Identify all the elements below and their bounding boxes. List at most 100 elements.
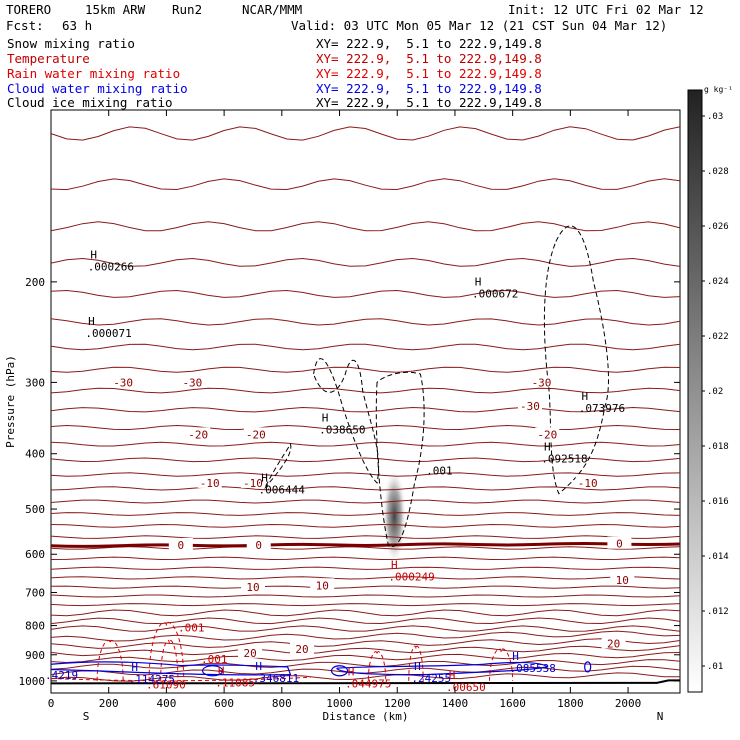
temperature-label-bg	[238, 645, 263, 658]
x-axis-title: Distance (km)	[322, 710, 408, 723]
temperature-isotherm	[50, 126, 681, 141]
extremum-value: .006444	[259, 483, 306, 496]
temperature-label-bg	[240, 580, 265, 593]
x-tick-label: 400	[156, 697, 176, 710]
extremum-value: .000249	[388, 571, 434, 584]
temperature-label-bg	[575, 475, 600, 488]
colorbar-tick-label: .028	[707, 167, 729, 177]
colorbar-tick-label: .022	[707, 332, 729, 342]
extremum-value: .038650	[319, 423, 365, 436]
x-tick-label: 1600	[499, 697, 526, 710]
temperature-isotherm	[50, 178, 681, 191]
temperature-isotherm	[50, 603, 681, 607]
extremum-value: .073976	[579, 402, 625, 415]
extremum-value: .4219	[45, 669, 78, 682]
temperature-label: -20	[537, 428, 557, 441]
x-tick-label: 2000	[615, 697, 642, 710]
temperature-label-bg	[529, 375, 554, 388]
temperature-isotherm	[50, 343, 681, 351]
temperature-isotherm	[50, 652, 681, 664]
temperature-label: -30	[532, 376, 552, 389]
temperature-label-bg	[243, 427, 268, 440]
temperature-isotherm	[50, 556, 681, 561]
field-xy-rain: XY= 222.9, 5.1 to 222.9,149.8	[316, 66, 542, 81]
colorbar-tick-label: .02	[707, 387, 723, 397]
plot-frame	[50, 109, 681, 694]
colorbar-tick-label: .024	[707, 277, 729, 287]
temperature-label: -20	[188, 428, 208, 441]
extremum-value: .092518	[541, 453, 587, 466]
temperature-label-bg	[246, 537, 271, 550]
cloud-water-contour	[336, 661, 549, 676]
colorbar	[687, 89, 703, 693]
x-tick-label: 800	[272, 697, 292, 710]
extremum-marker: H	[88, 315, 95, 328]
temperature-label: 0	[616, 538, 623, 551]
freezing-isotherm	[50, 541, 681, 548]
cloud-ice-contour	[264, 443, 292, 489]
temperature-isotherm	[50, 366, 681, 373]
temperature-label-bg	[517, 399, 542, 412]
model-name: TORERO	[6, 2, 52, 17]
extremum-marker: H	[322, 411, 329, 424]
extremum-marker: H	[544, 441, 551, 454]
forecast-label: Fcst:	[6, 18, 44, 33]
y-tick-label: 800	[25, 620, 45, 633]
temperature-label-bg	[601, 636, 626, 649]
colorbar-unit: g kg⁻¹	[704, 85, 733, 94]
y-tick-label: 300	[25, 376, 45, 389]
temperature-label-bg	[290, 642, 315, 655]
cloud-ice-contour	[313, 358, 380, 484]
field-name-cloud-ice: Cloud ice mixing ratio	[7, 95, 173, 110]
field-xy-temperature: XY= 222.9, 5.1 to 222.9,149.8	[316, 51, 542, 66]
extremum-value: .114275	[129, 673, 175, 686]
field-xy-cloud-ice: XY= 222.9, 5.1 to 222.9,149.8	[316, 95, 542, 110]
temperature-isotherm	[50, 424, 681, 431]
temperature-isotherm	[50, 221, 681, 232]
grid-spacing: 15km ARW	[85, 2, 146, 17]
temperature-isotherm	[50, 318, 681, 326]
extremum-marker: H	[581, 390, 588, 403]
temperature-label: 10	[616, 574, 629, 587]
x-tick-label: 600	[214, 697, 234, 710]
x-tick-label: 1000	[326, 697, 353, 710]
field-name-cloud-water: Cloud water mixing ratio	[7, 81, 188, 96]
extremum-marker: H	[90, 248, 97, 261]
temperature-label-bg	[310, 578, 335, 591]
y-tick-label: 1000	[19, 675, 46, 688]
temperature-isotherm	[50, 638, 681, 649]
extremum-marker: H	[475, 276, 482, 289]
extremum-marker: H	[261, 471, 268, 484]
snow-maximum-shading	[382, 468, 407, 565]
extremum-value: .11085	[215, 677, 255, 690]
temperature-label: -10	[200, 477, 220, 490]
extremum-value: .085538	[510, 662, 556, 675]
rain-water-contour	[96, 639, 124, 681]
extremum-marker: H	[131, 661, 138, 674]
y-tick-label: 200	[25, 276, 45, 289]
y-tick-label: 500	[25, 503, 45, 516]
x-tick-label: 1200	[384, 697, 411, 710]
temperature-isotherm	[50, 512, 681, 516]
temperature-label-bg	[535, 427, 560, 440]
temperature-isotherm	[50, 625, 681, 632]
colorbar-tick-label: .026	[707, 222, 729, 232]
rain-water-contour	[489, 648, 514, 681]
rain-water-contour	[50, 676, 311, 682]
extremum-value: .000071	[85, 327, 131, 340]
temperature-label: 10	[316, 579, 329, 592]
temperature-label: 0	[255, 539, 262, 552]
temperature-label: 20	[295, 643, 308, 656]
temperature-isotherm	[50, 594, 681, 598]
org-name: NCAR/MMM	[242, 2, 303, 17]
temperature-isotherm	[50, 523, 681, 528]
temperature-isotherm	[50, 535, 681, 539]
extremum-value: .61090	[146, 678, 186, 691]
colorbar-tick-label: .01	[707, 662, 723, 672]
temperature-label: -10	[243, 477, 263, 490]
extremum-marker: H	[449, 669, 456, 682]
run-name: Run2	[172, 2, 203, 17]
temperature-isotherm	[50, 289, 681, 298]
field-name-rain: Rain water mixing ratio	[7, 66, 181, 81]
y-tick-label: 900	[25, 649, 45, 662]
